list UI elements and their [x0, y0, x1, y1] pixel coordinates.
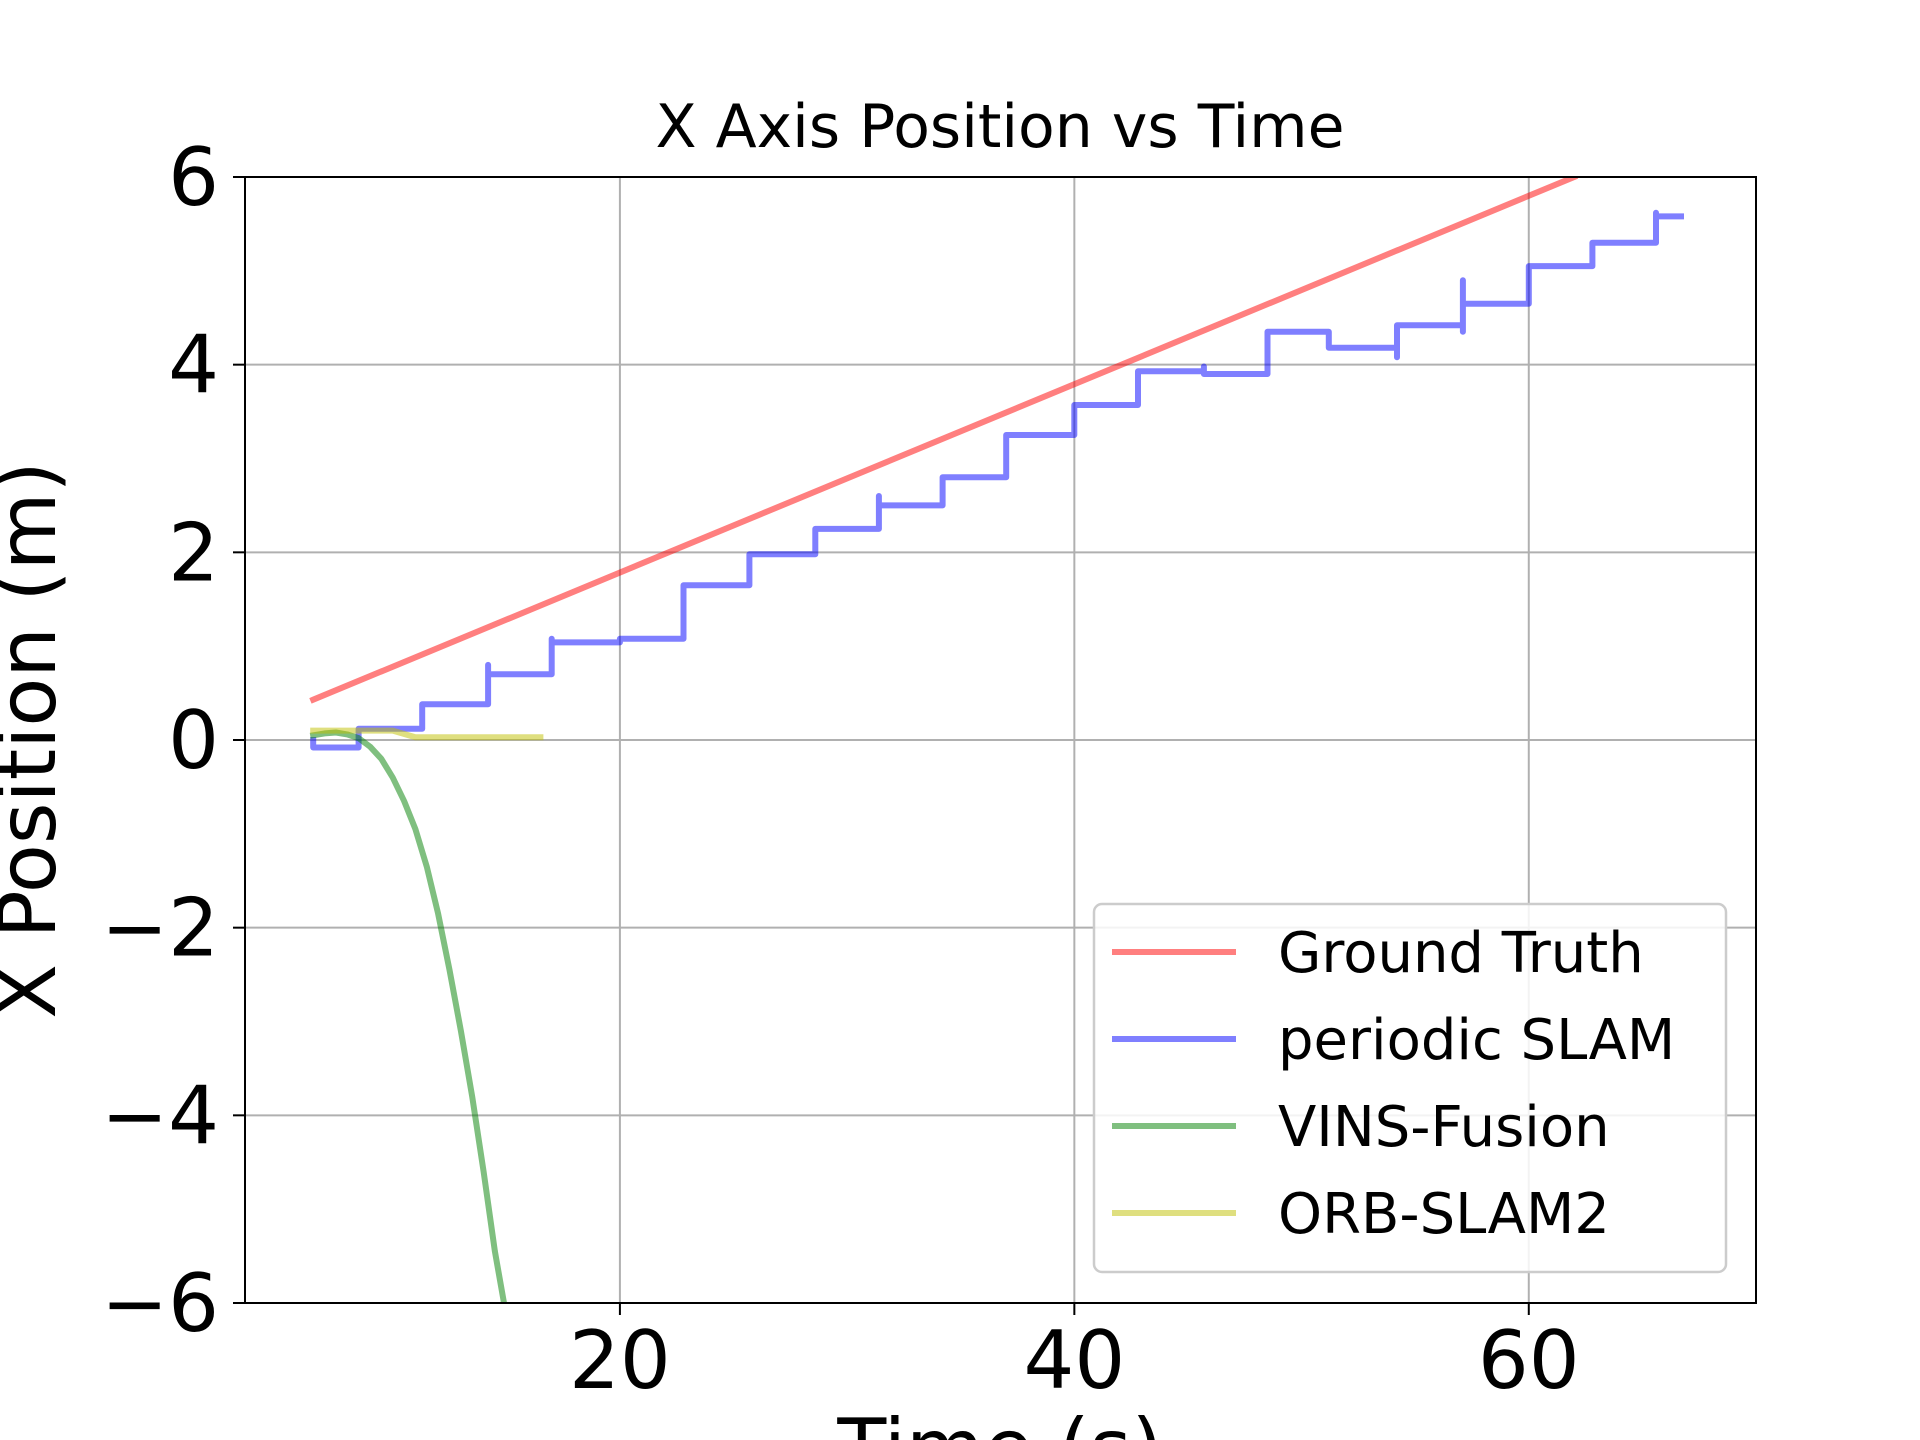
y-tick-label: −2 — [101, 882, 219, 975]
y-tick-label: 4 — [168, 319, 219, 412]
series-line-2 — [309, 729, 508, 1303]
y-tick-label: 0 — [168, 694, 219, 787]
x-tick-label: 60 — [1478, 1314, 1580, 1407]
y-tick-label: −6 — [101, 1257, 219, 1350]
series-line-1 — [310, 209, 1684, 751]
chart-title: X Axis Position vs Time — [655, 92, 1344, 162]
y-tick-label: 2 — [168, 506, 219, 599]
y-axis-label: X Position (m) — [0, 461, 74, 1019]
series-lines — [309, 177, 1684, 1303]
legend-label-2: VINS-Fusion — [1278, 1095, 1610, 1160]
x-tick-label: 20 — [569, 1314, 671, 1407]
y-tick-label: −4 — [101, 1069, 219, 1162]
x-tick-label: 40 — [1023, 1314, 1125, 1407]
series-line-3 — [310, 727, 544, 741]
y-tick-label: 6 — [168, 131, 219, 224]
x-axis-label: Time (s) — [836, 1402, 1162, 1440]
legend-label-3: ORB-SLAM2 — [1278, 1182, 1610, 1247]
series-line-0 — [309, 177, 1579, 704]
legend-label-0: Ground Truth — [1278, 921, 1644, 986]
legend: Ground Truth periodic SLAM VINS-Fusion ORB-… — [1092, 902, 1728, 1274]
legend-label-1: periodic SLAM — [1278, 1008, 1675, 1073]
legend-box — [1092, 902, 1728, 1274]
